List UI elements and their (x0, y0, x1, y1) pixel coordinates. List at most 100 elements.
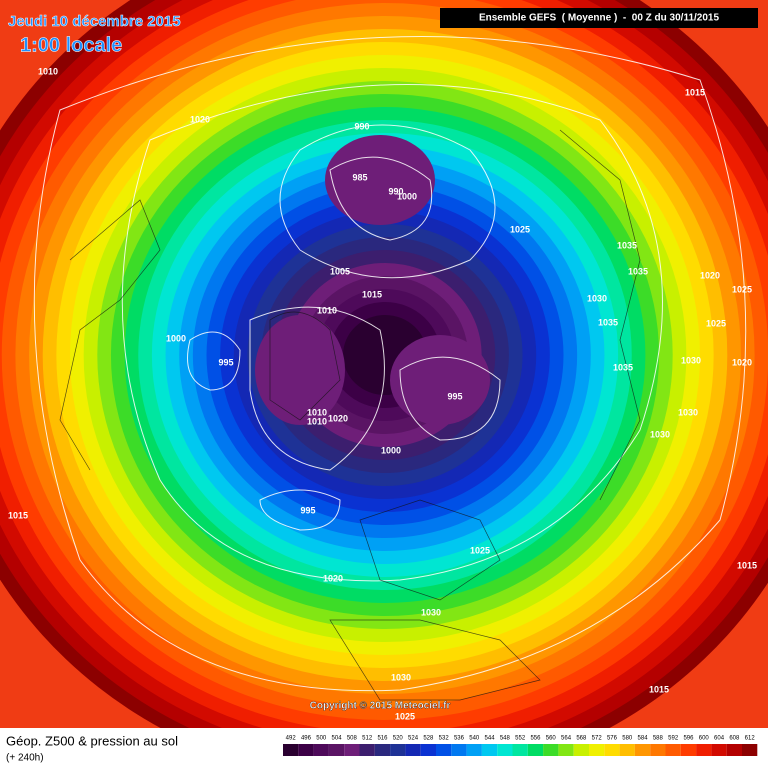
legend-value: 584 (638, 736, 649, 742)
legend-value: 600 (699, 736, 710, 742)
legend-swatch (527, 744, 544, 756)
isobar-label: 1035 (613, 362, 633, 372)
legend-value: 516 (377, 736, 388, 742)
legend-swatch (359, 744, 375, 756)
legend-swatch (436, 744, 452, 756)
legend-swatch (680, 744, 697, 756)
isobar-label: 995 (447, 391, 462, 401)
isobar-label: 1000 (397, 191, 417, 201)
isobar-label: 1025 (470, 545, 490, 555)
legend-value: 572 (592, 736, 603, 742)
legend-swatch (374, 744, 391, 756)
legend-swatch (589, 744, 605, 756)
legend-value: 548 (500, 736, 511, 742)
isobar-label: 1020 (700, 270, 720, 280)
isobar-label: 1030 (587, 293, 607, 303)
legend-swatch (283, 744, 299, 756)
legend-value: 504 (332, 736, 343, 742)
low (390, 335, 490, 425)
isobar-label: 1020 (190, 114, 210, 124)
isobar-label: 995 (300, 505, 315, 515)
legend-swatch (543, 744, 559, 756)
legend-swatch (313, 744, 329, 756)
legend: 492 496 500 504 508 512 516 520 524 528 532 536 540 5… (283, 736, 758, 756)
isobar-label: 1020 (323, 573, 343, 583)
legend-swatch (390, 744, 406, 756)
legend-value: 496 (301, 736, 312, 742)
legend-value: 588 (653, 736, 664, 742)
isobar-label: 1035 (598, 317, 618, 327)
isobar-label: 1020 (732, 357, 752, 367)
legend-value: 592 (668, 736, 679, 742)
legend-swatch (726, 744, 742, 756)
isobar-label: 1015 (737, 560, 757, 570)
legend-swatch (481, 744, 498, 756)
isobar-label: 1025 (706, 318, 726, 328)
legend-swatch (742, 744, 758, 756)
legend-value: 492 (286, 736, 297, 742)
legend-swatch (558, 744, 574, 756)
legend-value: 500 (316, 736, 327, 742)
isobar-label: 1030 (678, 407, 698, 417)
legend-swatch (405, 744, 421, 756)
legend-value: 512 (362, 736, 373, 742)
legend-value: 556 (530, 736, 541, 742)
legend-value: 540 (469, 736, 480, 742)
isobar-label: 1030 (421, 607, 441, 617)
model-box (440, 8, 758, 28)
isobar-label: 1000 (381, 445, 401, 455)
isobar-label: 1010 (38, 66, 58, 76)
legend-value: 508 (347, 736, 358, 742)
coastlines (59, 129, 641, 701)
isobar-label: 1025 (510, 224, 530, 234)
isobar-label: 1025 (732, 284, 752, 294)
isobar-label: 1035 (628, 266, 648, 276)
legend-swatch (650, 744, 666, 756)
footer-title: Géop. Z500 & pression au sol (6, 733, 178, 748)
isobar-label: 1015 (8, 510, 28, 520)
legend-value: 552 (515, 736, 526, 742)
isobar-label: 1015 (649, 684, 669, 694)
isobar-label: 1010 (307, 416, 327, 426)
date: Jeudi 10 décembre 2015 (8, 13, 181, 30)
isobar-label: 1000 (166, 333, 186, 343)
isobar-label: 1015 (362, 289, 382, 299)
isobar-label: 1025 (395, 711, 415, 721)
isobar-label: 1030 (681, 355, 701, 365)
legend-swatch (696, 744, 712, 756)
legend-value: 576 (607, 736, 618, 742)
copyright: Copyright © 2015 Meteociel.fr (310, 701, 451, 712)
legend-value: 544 (485, 736, 496, 742)
isobar-label: 1030 (391, 672, 411, 682)
model-run: Ensemble GEFS ( Moyenne ) - 00 Z du 30/1… (479, 13, 720, 24)
legend-swatch (298, 744, 314, 756)
isobar-label: 990 (388, 186, 403, 196)
legend-value: 528 (423, 736, 434, 742)
isobar-label: 1010 (307, 407, 327, 417)
legend-value: 612 (745, 736, 756, 742)
legend-value: 604 (714, 736, 725, 742)
legend-swatch (451, 744, 467, 756)
legend-swatch (497, 744, 513, 756)
legend-value: 580 (622, 736, 633, 742)
isobar-label: 1035 (617, 240, 637, 250)
legend-value: 596 (683, 736, 694, 742)
legend-swatch (665, 744, 681, 756)
legend-value: 608 (729, 736, 740, 742)
legend-value: 564 (561, 736, 572, 742)
isobars (33, 36, 747, 692)
legend-value: 568 (576, 736, 587, 742)
isobar-label: 995 (218, 357, 233, 367)
legend-swatch (466, 744, 482, 756)
legend-swatch (619, 744, 635, 756)
legend-swatch (711, 744, 727, 756)
isobar-label: 990 (354, 121, 369, 131)
legend-value: 520 (393, 736, 404, 742)
isobar-label: 1010 (317, 305, 337, 315)
legend-swatch (573, 744, 589, 756)
legend-swatch (634, 744, 651, 756)
isobar-label: 1005 (330, 266, 350, 276)
legend-swatch (512, 744, 528, 756)
